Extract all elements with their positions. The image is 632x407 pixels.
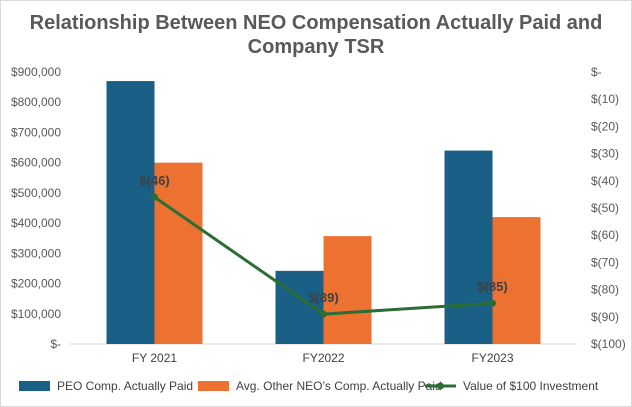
left-axis-tick-label: $300,000 (11, 246, 61, 260)
left-axis-tick-label: $900,000 (11, 65, 61, 79)
right-axis-tick-label: $(30) (591, 147, 619, 161)
right-axis-tick-label: $(60) (591, 228, 619, 242)
left-axis-tick-label: $600,000 (11, 156, 61, 170)
tsr-data-label: $(46) (139, 173, 169, 188)
left-axis-tick-label: $400,000 (11, 216, 61, 230)
right-axis-tick-label: $(40) (591, 174, 619, 188)
tsr-point (489, 299, 496, 307)
legend-label: Avg. Other NEO’s Comp. Actually Paid (236, 379, 442, 393)
left-axis-tick-label: $100,000 (11, 307, 61, 321)
left-axis-tick-label: $- (50, 337, 61, 351)
legend-label: PEO Comp. Actually Paid (57, 379, 193, 393)
tsr-data-label: $(89) (308, 290, 338, 305)
left-axis-tick-label: $800,000 (11, 95, 61, 109)
bar-series-2 (323, 236, 372, 344)
left-axis-tick-label: $500,000 (11, 186, 61, 200)
right-axis-tick-label: $(70) (591, 255, 619, 269)
x-axis-category-label: FY2023 (471, 351, 513, 365)
right-axis-tick-label: $- (591, 65, 602, 79)
bar-series-1 (106, 81, 155, 345)
left-axis-tick-label: $200,000 (11, 277, 61, 291)
legend-swatch-1 (19, 381, 50, 391)
right-axis-tick-label: $(10) (591, 92, 619, 106)
legend-swatch-2 (198, 381, 229, 391)
x-axis-category-label: FY 2021 (132, 351, 177, 365)
tsr-point (320, 310, 327, 318)
tsr-data-label: $(85) (477, 279, 507, 294)
legend-line-marker (437, 382, 444, 390)
x-axis-category-label: FY2022 (302, 351, 344, 365)
bar-series-1 (444, 150, 493, 344)
right-axis-tick-label: $(80) (591, 283, 619, 297)
right-axis-tick-label: $(100) (591, 337, 626, 351)
right-axis-tick-label: $(90) (591, 310, 619, 324)
tsr-point (151, 193, 158, 201)
bar-series-2 (492, 217, 541, 344)
chart-title-line-1: Relationship Between NEO Compensation Ac… (30, 12, 603, 34)
right-axis-tick-label: $(20) (591, 119, 619, 133)
legend-label: Value of $100 Investment (463, 379, 599, 393)
chart-title-line-2: Company TSR (248, 36, 385, 58)
left-axis-tick-label: $700,000 (11, 125, 61, 139)
right-axis-tick-label: $(50) (591, 201, 619, 215)
bar-series-2 (154, 162, 203, 344)
